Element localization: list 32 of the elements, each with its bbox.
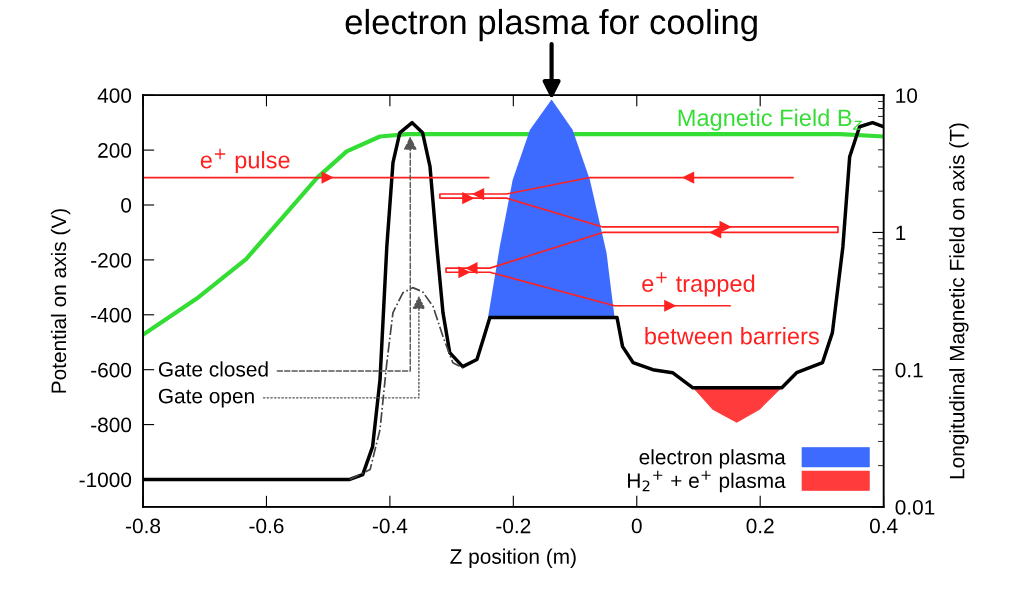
annotation: Gate closed [158, 361, 268, 377]
y2-tick-label: 0.1 [895, 362, 923, 378]
y-tick-label: -800 [91, 417, 132, 433]
x-tick-label: -0.6 [249, 518, 284, 534]
y-axis-title: Potential on axis (V) [50, 209, 71, 393]
y2-tick-label: 1 [896, 225, 906, 240]
annotation: e$^{+}$ pulse [200, 148, 290, 174]
annotation: e$^{+}$ trapped [642, 272, 755, 297]
annotation: between barriers [645, 327, 819, 345]
annotation: Magnetic Field B$_{z}$ [678, 108, 862, 131]
y2-tick-label: 10 [896, 88, 918, 103]
y2-axis-title: Longitudinal Magnetic Field on axis (T) [949, 123, 969, 479]
y-tick-label: 400 [97, 88, 132, 103]
annotation: electron plasma for cooling [345, 8, 757, 42]
x-tick-label: -0.2 [496, 518, 531, 534]
x-tick-label: 0.4 [869, 518, 898, 534]
y-tick-label: 0 [121, 198, 132, 213]
x-tick-label: 0.2 [746, 518, 774, 534]
y-tick-label: -400 [91, 307, 132, 323]
x-axis-title: Z position (m) [450, 548, 576, 568]
x-tick-label: -0.8 [126, 518, 161, 534]
x-tick-label: -0.4 [372, 518, 408, 534]
legend-label: electron plasma [639, 449, 786, 469]
y-tick-label: -200 [91, 252, 132, 268]
annotation: Gate open [158, 388, 254, 408]
y-tick-label: 200 [98, 143, 132, 158]
y-tick-label: -1000 [79, 472, 132, 488]
x-tick-label: 0 [631, 518, 642, 534]
legend-label: H$_{2}$$^{+}$ + e$^{+}$ plasma [628, 470, 786, 493]
y2-tick-label: 0.01 [895, 499, 935, 515]
y-tick-label: -600 [91, 362, 132, 378]
line-series [348, 286, 464, 481]
